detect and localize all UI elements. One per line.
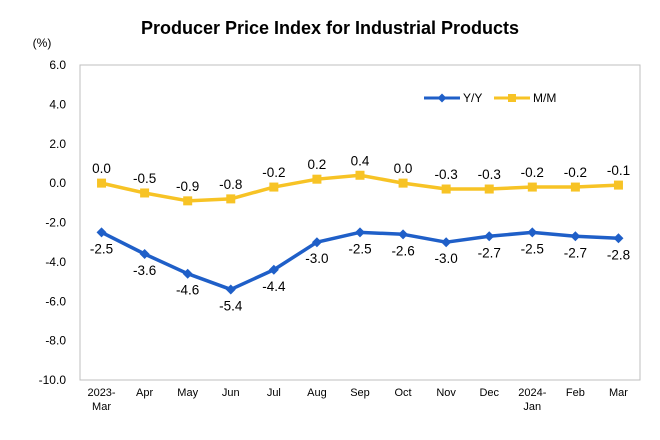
data-label-m-m: -0.2	[521, 165, 544, 180]
x-tick-label: Aug	[307, 387, 327, 399]
data-point-m-m	[441, 184, 451, 194]
data-label-m-m: -0.8	[219, 177, 242, 192]
data-point-m-m	[226, 194, 236, 204]
data-label-m-m: -0.2	[262, 165, 285, 180]
data-label-y-y: -3.0	[305, 251, 328, 266]
data-point-m-m	[398, 178, 408, 188]
data-point-m-m	[269, 182, 279, 192]
data-point-y-y	[441, 237, 452, 248]
data-point-m-m	[527, 182, 537, 192]
data-label-y-y: -3.6	[133, 263, 156, 278]
x-tick-label: Oct	[395, 387, 412, 399]
x-tick-label: Nov	[436, 387, 456, 399]
data-point-m-m	[140, 188, 150, 198]
chart-title: Producer Price Index for Industrial Prod…	[140, 18, 520, 38]
y-tick-label: -4.0	[45, 255, 66, 269]
y-tick-label: -2.0	[45, 216, 66, 230]
data-label-m-m: 0.0	[394, 161, 413, 176]
data-point-y-y	[355, 227, 365, 238]
data-label-y-y: -2.6	[391, 243, 414, 258]
data-label-m-m: 0.2	[308, 157, 327, 172]
legend-marker-m-m	[508, 94, 516, 102]
x-tick-label: Mar	[609, 387, 628, 399]
plot-area	[79, 64, 641, 381]
data-point-y-y	[398, 229, 409, 240]
data-label-m-m: -0.1	[607, 163, 630, 178]
y-tick-label: 4.0	[49, 97, 66, 111]
x-tick-label: Jun	[222, 387, 240, 399]
data-label-y-y: -5.4	[219, 298, 243, 313]
data-point-m-m	[312, 174, 322, 184]
data-point-m-m	[355, 170, 365, 180]
data-point-y-y	[311, 237, 322, 248]
y-tick-label: -6.0	[45, 294, 66, 308]
data-label-y-y: -2.7	[478, 245, 501, 260]
data-label-m-m: 0.4	[351, 153, 370, 168]
y-tick-label: 2.0	[49, 137, 66, 151]
data-point-m-m	[183, 196, 193, 206]
x-tick-label: Jul	[267, 387, 281, 399]
data-label-y-y: -3.0	[435, 251, 458, 266]
data-label-m-m: 0.0	[92, 161, 111, 176]
legend-label-m-m: M/M	[533, 91, 556, 105]
data-label-m-m: -0.2	[564, 165, 587, 180]
y-axis-label: (%)	[33, 36, 52, 50]
x-tick-label: Dec	[479, 387, 499, 399]
data-label-y-y: -2.5	[348, 241, 371, 256]
data-point-y-y	[225, 284, 236, 295]
data-label-m-m: -0.5	[133, 171, 156, 186]
data-label-y-y: -2.8	[607, 247, 630, 262]
y-tick-label: 0.0	[49, 176, 66, 190]
data-point-y-y	[570, 231, 581, 242]
data-label-m-m: -0.9	[176, 179, 199, 194]
data-label-m-m: -0.3	[435, 167, 458, 182]
data-point-m-m	[484, 184, 494, 194]
data-label-y-y: -2.7	[564, 245, 587, 260]
data-label-y-y: -2.5	[521, 241, 544, 256]
y-tick-label: -8.0	[45, 334, 66, 348]
legend-label-y-y: Y/Y	[463, 91, 482, 105]
data-point-y-y	[139, 249, 150, 259]
data-label-m-m: -0.3	[478, 167, 501, 182]
data-point-m-m	[613, 180, 623, 190]
data-label-y-y: -4.6	[176, 283, 199, 298]
data-point-y-y	[484, 231, 495, 242]
data-point-y-y	[527, 227, 538, 238]
data-point-y-y	[96, 227, 107, 238]
data-point-y-y	[182, 268, 193, 279]
x-tick-label: 2024-Jan	[518, 387, 546, 413]
data-label-y-y: -2.5	[90, 241, 113, 256]
data-point-m-m	[570, 182, 580, 192]
data-point-y-y	[613, 233, 624, 244]
x-tick-label: 2023-Mar	[87, 387, 115, 413]
y-tick-label: -10.0	[39, 373, 67, 387]
x-tick-label: Sep	[350, 387, 370, 399]
x-tick-label: Apr	[136, 387, 153, 399]
data-point-y-y	[268, 264, 279, 275]
data-label-y-y: -4.4	[262, 279, 286, 294]
x-tick-label: May	[177, 387, 198, 399]
x-tick-label: Feb	[566, 387, 585, 399]
data-point-m-m	[97, 178, 107, 188]
legend-marker-y-y	[437, 93, 447, 103]
y-tick-label: 6.0	[49, 58, 66, 72]
